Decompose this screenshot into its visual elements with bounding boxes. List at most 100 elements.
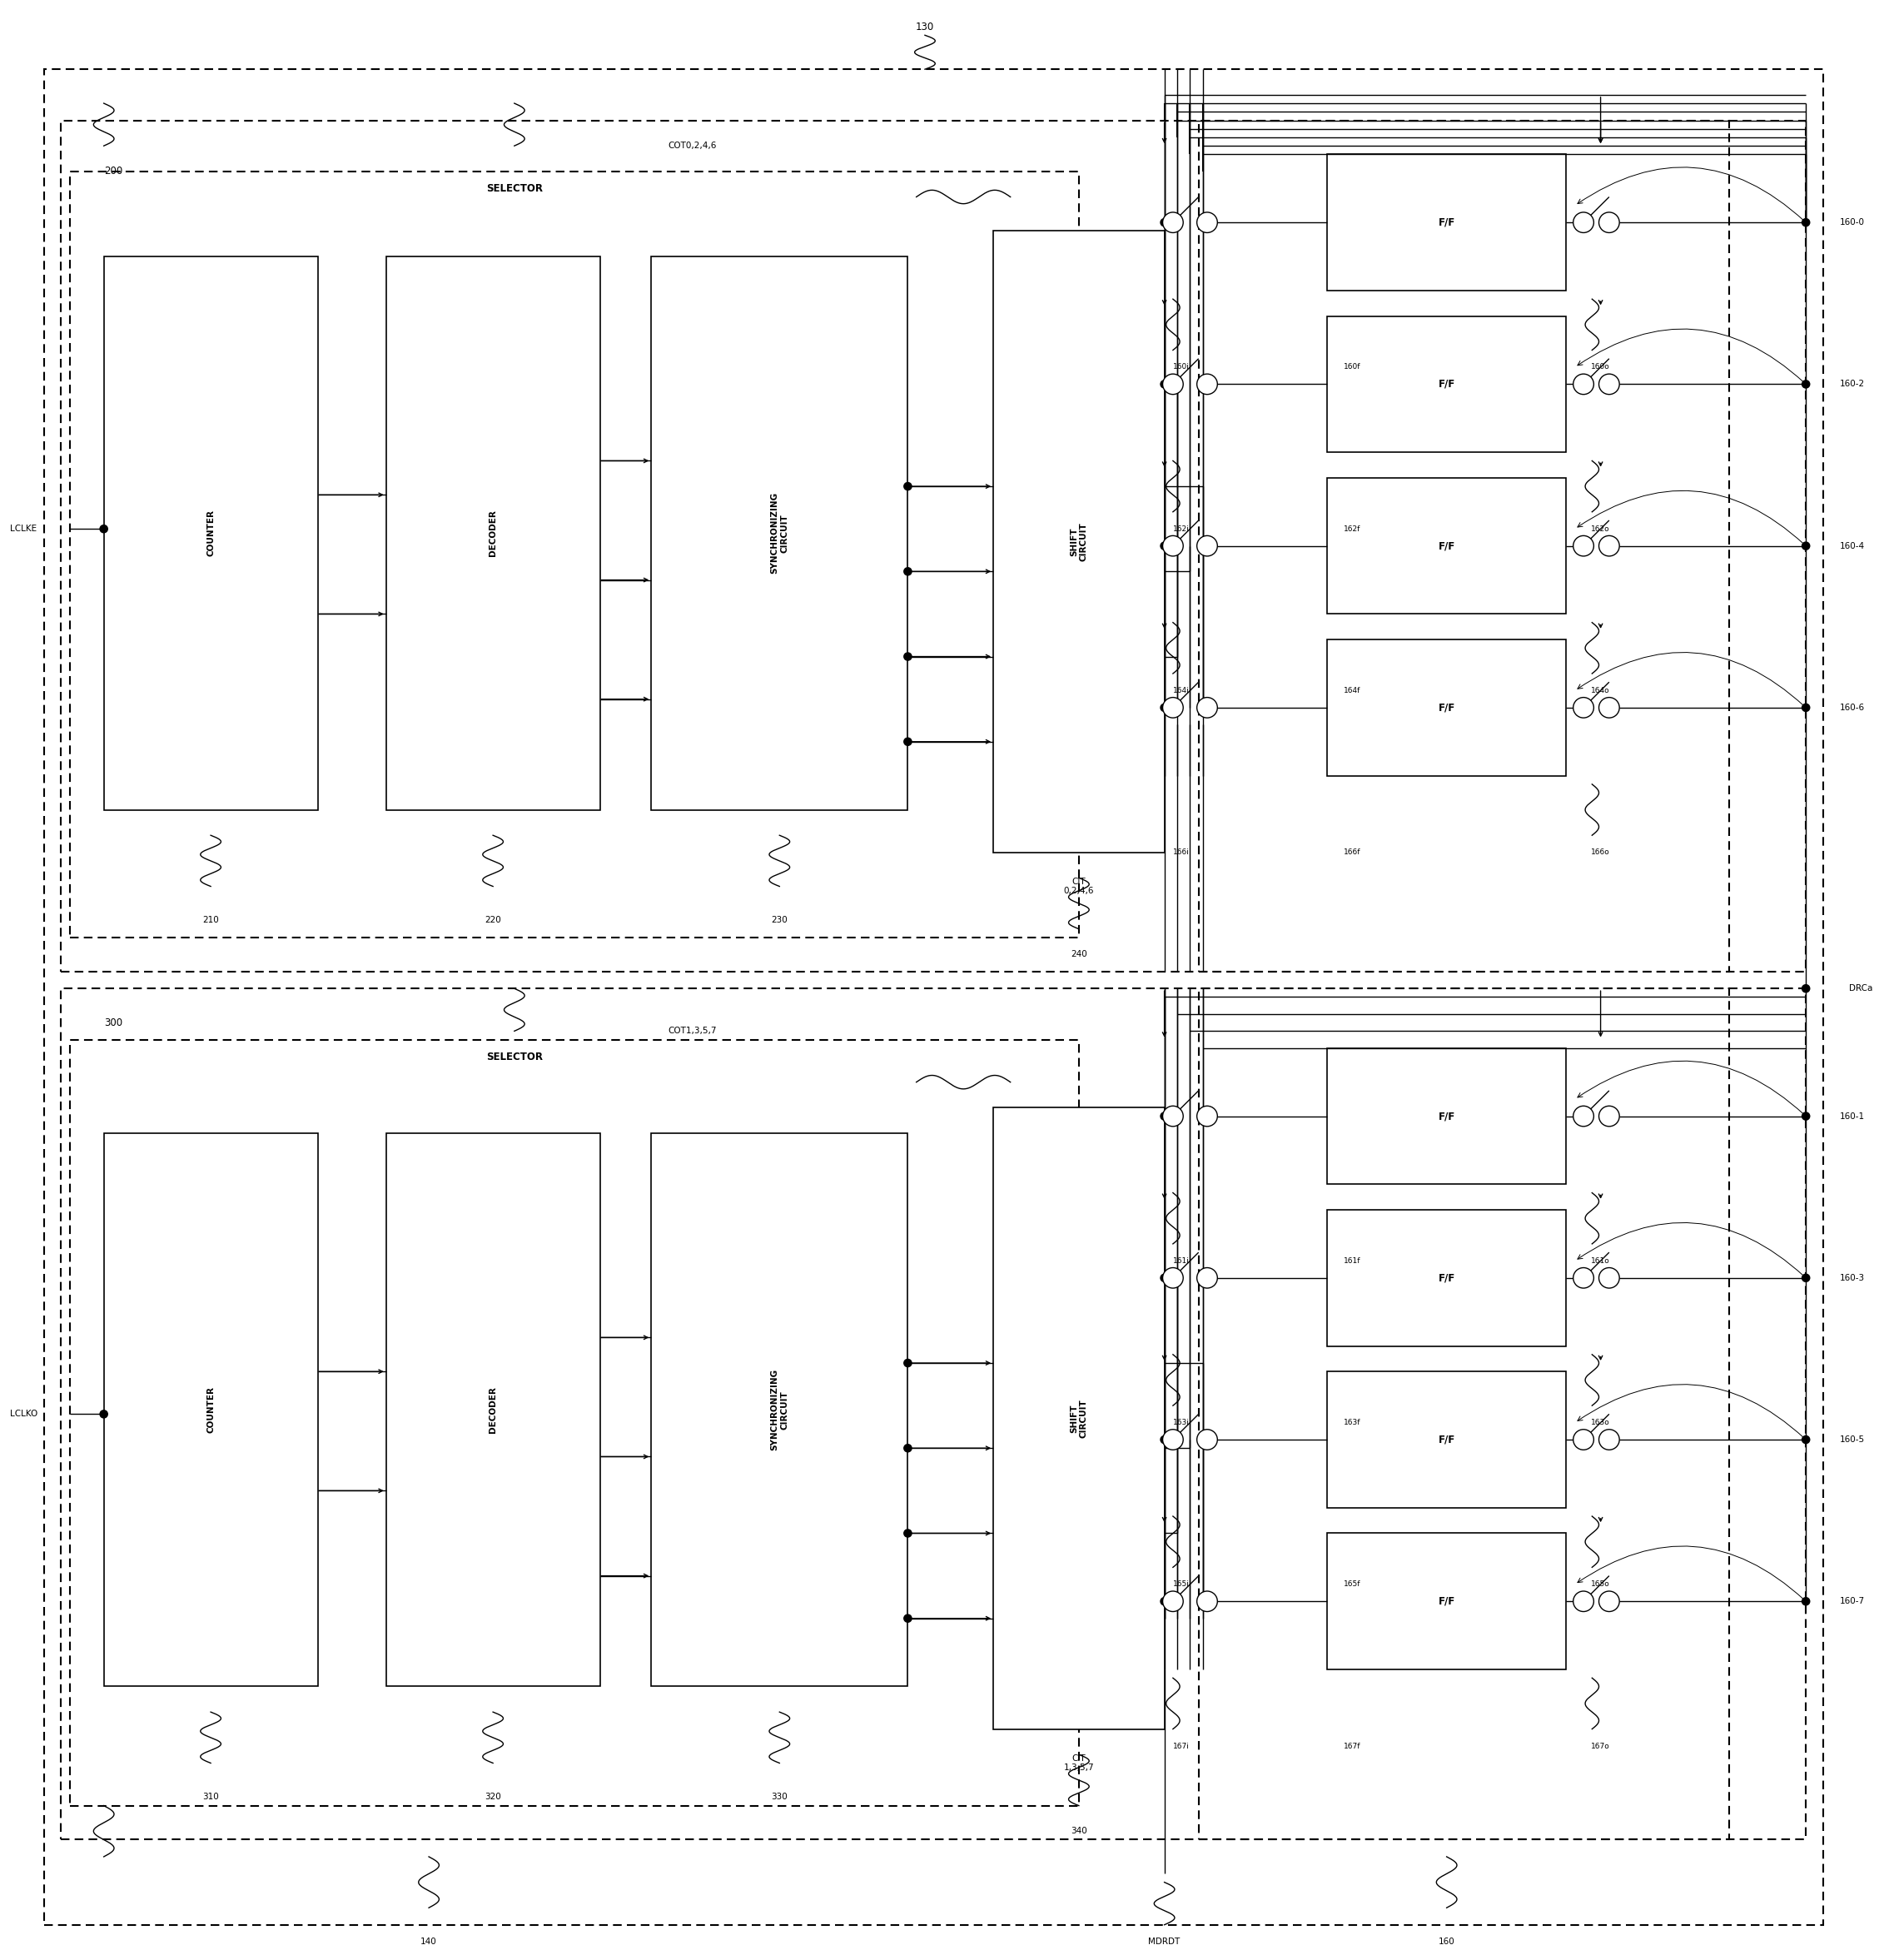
Circle shape xyxy=(1196,1268,1217,1288)
Circle shape xyxy=(1196,698,1217,717)
Text: F/F: F/F xyxy=(1437,1272,1454,1284)
Bar xyxy=(1326,639,1566,776)
Circle shape xyxy=(1801,380,1811,388)
Circle shape xyxy=(1573,1429,1594,1450)
Text: 200: 200 xyxy=(104,167,122,176)
Text: LCLKO: LCLKO xyxy=(9,1409,38,1419)
Text: F/F: F/F xyxy=(1437,541,1454,551)
Circle shape xyxy=(100,525,107,533)
Text: 220: 220 xyxy=(484,915,501,925)
Text: 165i: 165i xyxy=(1174,1580,1191,1588)
Bar xyxy=(993,231,1164,853)
Text: 164o: 164o xyxy=(1592,686,1611,694)
Text: CIT
0,2,4,6: CIT 0,2,4,6 xyxy=(1064,878,1095,896)
Text: SHIFT
CIRCUIT: SHIFT CIRCUIT xyxy=(1070,1399,1087,1439)
Text: 161i: 161i xyxy=(1174,1256,1191,1264)
Circle shape xyxy=(1161,1274,1168,1282)
Circle shape xyxy=(904,1358,912,1366)
Bar xyxy=(652,1133,908,1686)
Circle shape xyxy=(1161,1597,1168,1605)
Circle shape xyxy=(1801,1437,1811,1443)
Circle shape xyxy=(1801,220,1811,225)
Circle shape xyxy=(904,482,912,490)
Circle shape xyxy=(1573,1268,1594,1288)
Circle shape xyxy=(1600,1268,1620,1288)
Text: 166f: 166f xyxy=(1343,849,1360,857)
Circle shape xyxy=(1573,1592,1594,1611)
Text: SELECTOR: SELECTOR xyxy=(486,182,543,194)
Text: 240: 240 xyxy=(1070,951,1087,958)
Text: MDRDT: MDRDT xyxy=(1149,1938,1179,1946)
Text: 310: 310 xyxy=(202,1793,219,1801)
Circle shape xyxy=(1600,1429,1620,1450)
Text: 166o: 166o xyxy=(1592,849,1611,857)
Bar xyxy=(1326,1209,1566,1347)
Text: 160-4: 160-4 xyxy=(1841,541,1865,551)
Text: 160: 160 xyxy=(1437,1938,1454,1946)
Circle shape xyxy=(1600,1105,1620,1127)
Bar xyxy=(60,120,1807,972)
Text: 230: 230 xyxy=(771,915,788,925)
Text: 160-3: 160-3 xyxy=(1841,1274,1865,1282)
Bar xyxy=(993,1107,1164,1729)
Text: 165o: 165o xyxy=(1592,1580,1611,1588)
Circle shape xyxy=(1162,698,1183,717)
Text: F/F: F/F xyxy=(1437,1595,1454,1607)
Text: 167o: 167o xyxy=(1592,1742,1611,1750)
Text: 164i: 164i xyxy=(1174,686,1189,694)
Text: 300: 300 xyxy=(104,1017,122,1027)
Bar xyxy=(1326,1049,1566,1184)
Text: 167f: 167f xyxy=(1343,1742,1360,1750)
Text: F/F: F/F xyxy=(1437,1435,1454,1445)
Circle shape xyxy=(1196,374,1217,394)
Circle shape xyxy=(1161,220,1168,225)
Text: 340: 340 xyxy=(1070,1827,1087,1835)
Bar xyxy=(386,1133,599,1686)
Text: 320: 320 xyxy=(484,1793,501,1801)
Circle shape xyxy=(1801,984,1811,992)
Circle shape xyxy=(1573,698,1594,717)
Text: 163i: 163i xyxy=(1174,1419,1191,1427)
Circle shape xyxy=(1600,374,1620,394)
Text: 160-5: 160-5 xyxy=(1841,1435,1865,1445)
Circle shape xyxy=(1162,212,1183,233)
Bar xyxy=(70,1039,1080,1805)
Text: 162f: 162f xyxy=(1343,525,1360,533)
Text: COUNTER: COUNTER xyxy=(207,510,215,557)
Text: F/F: F/F xyxy=(1437,378,1454,390)
Text: SYNCHRONIZING
CIRCUIT: SYNCHRONIZING CIRCUIT xyxy=(771,492,789,574)
Text: F/F: F/F xyxy=(1437,1111,1454,1121)
Circle shape xyxy=(1162,374,1183,394)
Text: 165f: 165f xyxy=(1343,1580,1360,1588)
Circle shape xyxy=(904,1615,912,1623)
Bar xyxy=(1326,155,1566,290)
Text: DECODER: DECODER xyxy=(488,1386,497,1433)
Text: CIT
1,3,5,7: CIT 1,3,5,7 xyxy=(1064,1754,1095,1772)
Circle shape xyxy=(1162,1429,1183,1450)
Circle shape xyxy=(1600,1592,1620,1611)
Text: 160-0: 160-0 xyxy=(1841,218,1865,227)
Text: 130: 130 xyxy=(916,22,934,31)
Circle shape xyxy=(1801,543,1811,549)
Text: 140: 140 xyxy=(420,1938,437,1946)
Text: 167i: 167i xyxy=(1174,1742,1191,1750)
Text: 210: 210 xyxy=(202,915,219,925)
Bar xyxy=(1326,1533,1566,1670)
Bar xyxy=(386,257,599,809)
Bar xyxy=(70,171,1080,937)
Text: 160-2: 160-2 xyxy=(1841,380,1865,388)
Text: 160-1: 160-1 xyxy=(1841,1111,1865,1121)
Text: 160-6: 160-6 xyxy=(1841,704,1865,711)
Text: 161f: 161f xyxy=(1343,1256,1360,1264)
Circle shape xyxy=(1161,1437,1168,1443)
Circle shape xyxy=(1162,535,1183,557)
Circle shape xyxy=(1573,374,1594,394)
Text: 162i: 162i xyxy=(1174,525,1189,533)
Circle shape xyxy=(1196,1592,1217,1611)
Circle shape xyxy=(1161,380,1168,388)
Bar xyxy=(60,988,1807,1840)
Text: SYNCHRONIZING
CIRCUIT: SYNCHRONIZING CIRCUIT xyxy=(771,1368,789,1450)
Circle shape xyxy=(1196,1429,1217,1450)
Text: COUNTER: COUNTER xyxy=(207,1386,215,1433)
Text: F/F: F/F xyxy=(1437,218,1454,227)
